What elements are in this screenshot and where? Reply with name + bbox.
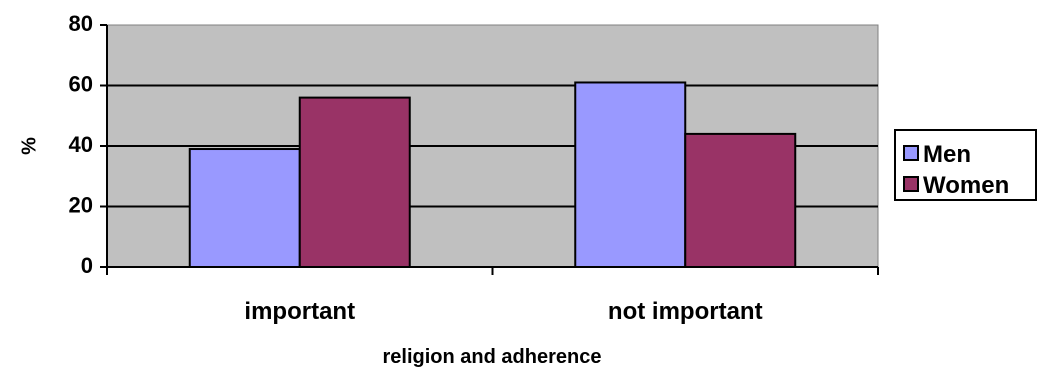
legend-swatch-women xyxy=(903,176,919,192)
legend-swatch-men xyxy=(903,145,919,161)
bar-women-not-important xyxy=(684,132,797,268)
legend: Men Women xyxy=(894,129,1037,201)
legend-label-women: Women xyxy=(923,172,1009,199)
bar-men-not-important xyxy=(574,81,687,268)
y-tick-label: 60 xyxy=(69,71,93,96)
bar-men-important xyxy=(188,148,301,268)
y-tick-label: 0 xyxy=(81,253,93,278)
x-tick-label: important xyxy=(244,298,355,325)
bar-women-important xyxy=(298,96,411,268)
axes xyxy=(100,24,879,275)
y-tick-label: 80 xyxy=(69,11,93,36)
y-axis-title: % xyxy=(18,137,40,155)
y-tick-labels: 0 20 40 60 80 xyxy=(69,11,93,278)
y-tick-label: 20 xyxy=(69,192,93,217)
bars xyxy=(188,81,797,268)
x-axis-title: religion and adherence xyxy=(383,346,602,368)
x-tick-label: not important xyxy=(608,298,763,325)
y-tick-label: 40 xyxy=(69,132,93,157)
x-tick-labels: important not important xyxy=(244,298,762,325)
legend-label-men: Men xyxy=(923,141,971,168)
